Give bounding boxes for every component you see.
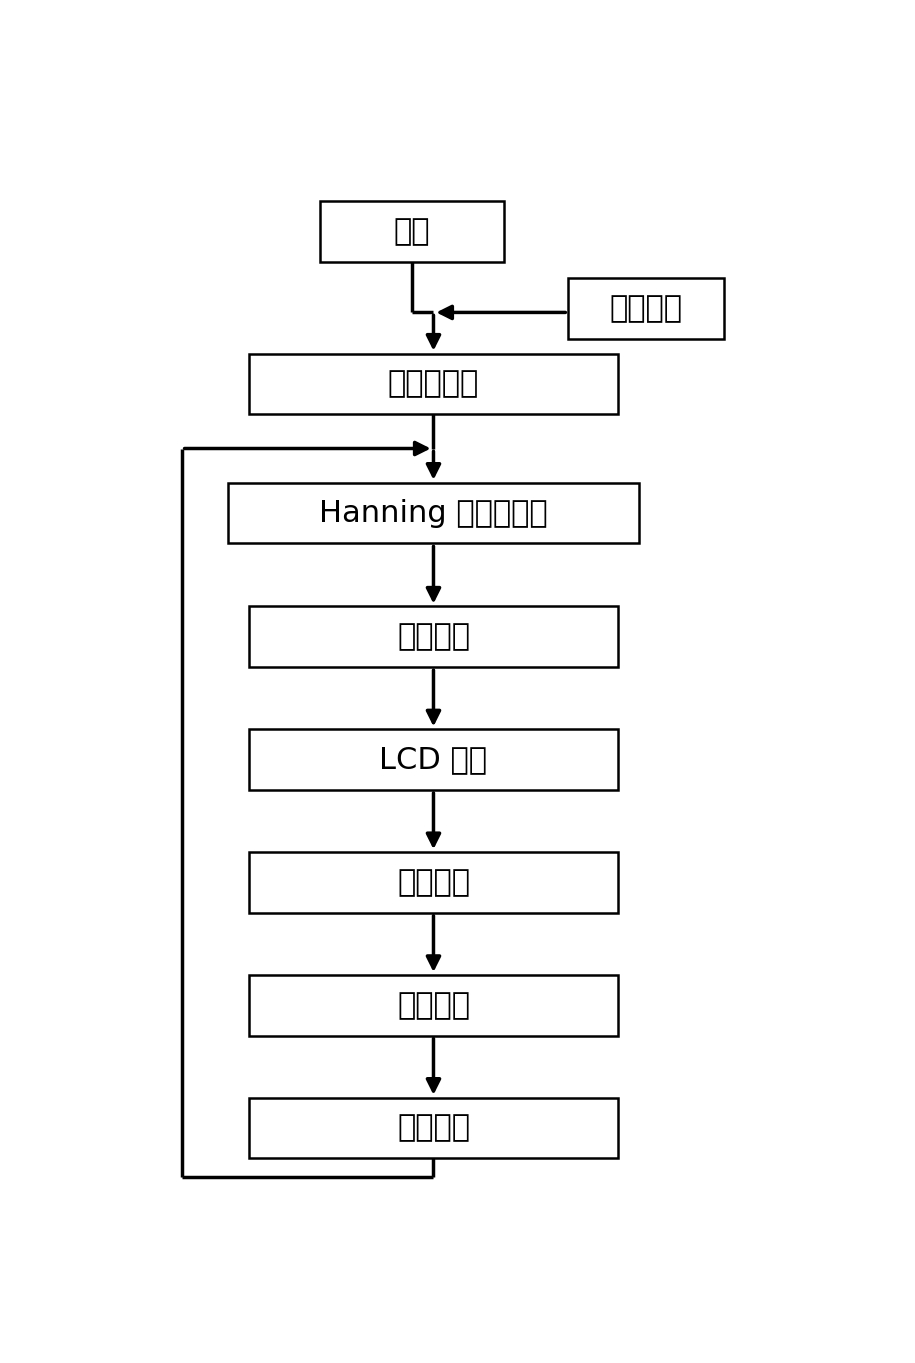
FancyBboxPatch shape xyxy=(568,278,725,339)
FancyBboxPatch shape xyxy=(249,729,618,791)
FancyBboxPatch shape xyxy=(249,852,618,913)
Text: 开始: 开始 xyxy=(394,217,430,247)
Text: 系统初始化: 系统初始化 xyxy=(388,369,479,398)
Text: 测量模块: 测量模块 xyxy=(609,294,683,323)
Text: 通信程序: 通信程序 xyxy=(397,868,470,897)
FancyBboxPatch shape xyxy=(249,1097,618,1159)
FancyBboxPatch shape xyxy=(249,607,618,668)
Text: 谐波计算: 谐波计算 xyxy=(397,623,470,652)
Text: Hanning 窗加窗插值: Hanning 窗加窗插值 xyxy=(319,499,548,527)
FancyBboxPatch shape xyxy=(320,202,504,262)
FancyBboxPatch shape xyxy=(249,975,618,1036)
Text: 数据存储: 数据存储 xyxy=(397,1114,470,1142)
Text: LCD 显示: LCD 显示 xyxy=(380,746,488,774)
FancyBboxPatch shape xyxy=(228,483,639,544)
Text: 数据统计: 数据统计 xyxy=(397,991,470,1020)
FancyBboxPatch shape xyxy=(249,353,618,414)
